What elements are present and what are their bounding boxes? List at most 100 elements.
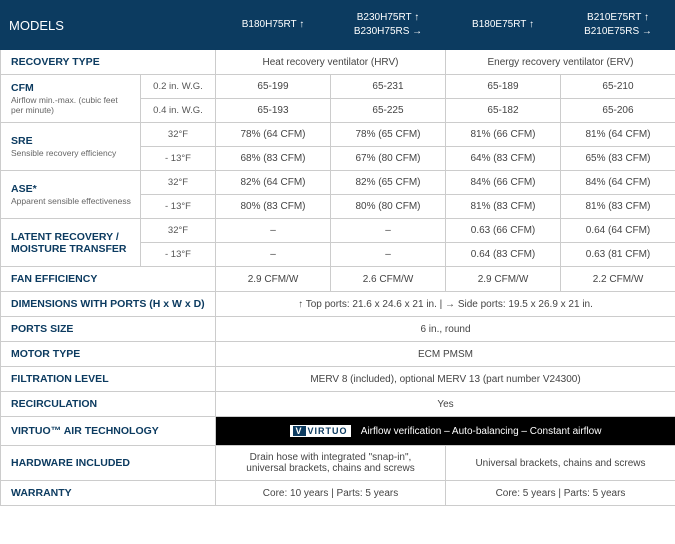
fan-0: 2.9 CFM/W xyxy=(216,267,331,292)
model-name: B180E75RT xyxy=(472,19,534,30)
warranty-right: Core: 5 years | Parts: 5 years xyxy=(446,481,675,506)
latent-0-2: 0.63 (66 CFM) xyxy=(446,219,561,243)
sre-0-0: 78% (64 CFM) xyxy=(216,123,331,147)
recovery-type-hrv: Heat recovery ventilator (HRV) xyxy=(216,50,446,75)
ase-label: ASE* Apparent sensible effectiveness xyxy=(1,171,141,219)
latent-cond-0: 32°F xyxy=(141,219,216,243)
ports-text: 6 in., round xyxy=(216,317,675,342)
spec-table: MODELS B180H75RT B230H75RT B230H75RS B180… xyxy=(0,0,675,506)
dims-row: DIMENSIONS WITH PORTS (H x W x D) ↑ Top … xyxy=(1,292,675,317)
sre-0-2: 81% (66 CFM) xyxy=(446,123,561,147)
ase-label-text: ASE* xyxy=(11,183,37,195)
latent-1-0: – xyxy=(216,243,331,267)
sre-1-1: 67% (80 CFM) xyxy=(331,147,446,171)
motor-row: MOTOR TYPE ECM PMSM xyxy=(1,342,675,367)
sre-1-0: 68% (83 CFM) xyxy=(216,147,331,171)
latent-0-3: 0.64 (64 CFM) xyxy=(561,219,675,243)
sre-label: SRE Sensible recovery efficiency xyxy=(1,123,141,171)
ase-1-2: 81% (83 CFM) xyxy=(446,195,561,219)
ase-row-0: ASE* Apparent sensible effectiveness 32°… xyxy=(1,171,675,195)
recovery-type-row: RECOVERY TYPE Heat recovery ventilator (… xyxy=(1,50,675,75)
hardware-left: Drain hose with integrated "snap-in", un… xyxy=(216,446,446,481)
model-name: B230H75RT xyxy=(357,12,419,23)
cfm-label-text: CFM xyxy=(11,82,34,94)
ase-1-0: 80% (83 CFM) xyxy=(216,195,331,219)
recovery-type-label: RECOVERY TYPE xyxy=(1,50,216,75)
latent-row-0: LATENT RECOVERY / MOISTURE TRANSFER 32°F… xyxy=(1,219,675,243)
virtuo-text: Airflow verification – Auto-balancing – … xyxy=(361,426,602,437)
ase-0-2: 84% (66 CFM) xyxy=(446,171,561,195)
hardware-label: HARDWARE INCLUDED xyxy=(1,446,216,481)
motor-text: ECM PMSM xyxy=(216,342,675,367)
cfm-0-1: 65-231 xyxy=(331,75,446,99)
fan-eff-row: FAN EFFICIENCY 2.9 CFM/W 2.6 CFM/W 2.9 C… xyxy=(1,267,675,292)
cfm-1-0: 65-193 xyxy=(216,99,331,123)
cfm-cond-1: 0.4 in. W.G. xyxy=(141,99,216,123)
latent-label: LATENT RECOVERY / MOISTURE TRANSFER xyxy=(1,219,141,267)
cfm-label: CFM Airflow min.-max. (cubic feet per mi… xyxy=(1,75,141,123)
ase-cond-0: 32°F xyxy=(141,171,216,195)
ase-0-1: 82% (65 CFM) xyxy=(331,171,446,195)
cfm-1-2: 65-182 xyxy=(446,99,561,123)
sre-cond-0: 32°F xyxy=(141,123,216,147)
ports-row: PORTS SIZE 6 in., round xyxy=(1,317,675,342)
cfm-1-1: 65-225 xyxy=(331,99,446,123)
ase-0-3: 84% (64 CFM) xyxy=(561,171,675,195)
model-name: B210E75RS xyxy=(584,26,652,37)
cfm-1-3: 65-206 xyxy=(561,99,675,123)
virtuo-row: VIRTUO™ AIR TECHNOLOGY VVIRTUO Airflow v… xyxy=(1,417,675,446)
sre-row-0: SRE Sensible recovery efficiency 32°F 78… xyxy=(1,123,675,147)
warranty-row: WARRANTY Core: 10 years | Parts: 5 years… xyxy=(1,481,675,506)
cfm-sublabel: Airflow min.-max. (cubic feet per minute… xyxy=(11,95,132,115)
latent-0-1: – xyxy=(331,219,446,243)
sre-0-3: 81% (64 CFM) xyxy=(561,123,675,147)
fan-2: 2.9 CFM/W xyxy=(446,267,561,292)
models-title: MODELS xyxy=(1,1,216,50)
cfm-cond-0: 0.2 in. W.G. xyxy=(141,75,216,99)
recovery-type-erv: Energy recovery ventilator (ERV) xyxy=(446,50,675,75)
sre-1-3: 65% (83 CFM) xyxy=(561,147,675,171)
warranty-label: WARRANTY xyxy=(1,481,216,506)
cfm-0-2: 65-189 xyxy=(446,75,561,99)
hardware-right: Universal brackets, chains and screws xyxy=(446,446,675,481)
model-col-0: B180H75RT xyxy=(216,1,331,50)
ase-1-3: 81% (83 CFM) xyxy=(561,195,675,219)
dims-text: ↑ Top ports: 21.6 x 24.6 x 21 in. | → Si… xyxy=(216,292,675,317)
virtuo-logo: VVIRTUO xyxy=(290,425,351,437)
motor-label: MOTOR TYPE xyxy=(1,342,216,367)
header-row: MODELS B180H75RT B230H75RT B230H75RS B180… xyxy=(1,1,675,50)
sre-0-1: 78% (65 CFM) xyxy=(331,123,446,147)
ase-1-1: 80% (80 CFM) xyxy=(331,195,446,219)
fan-3: 2.2 CFM/W xyxy=(561,267,675,292)
warranty-left: Core: 10 years | Parts: 5 years xyxy=(216,481,446,506)
sre-sublabel: Sensible recovery efficiency xyxy=(11,148,132,158)
filtration-text: MERV 8 (included), optional MERV 13 (par… xyxy=(216,367,675,392)
latent-cond-1: - 13°F xyxy=(141,243,216,267)
hardware-row: HARDWARE INCLUDED Drain hose with integr… xyxy=(1,446,675,481)
latent-1-2: 0.64 (83 CFM) xyxy=(446,243,561,267)
model-col-2: B180E75RT xyxy=(446,1,561,50)
model-name: B230H75RS xyxy=(354,26,422,37)
latent-1-1: – xyxy=(331,243,446,267)
virtuo-label: VIRTUO™ AIR TECHNOLOGY xyxy=(1,417,216,446)
cfm-row-0: CFM Airflow min.-max. (cubic feet per mi… xyxy=(1,75,675,99)
ase-sublabel: Apparent sensible effectiveness xyxy=(11,196,132,206)
latent-1-3: 0.63 (81 CFM) xyxy=(561,243,675,267)
recirc-text: Yes xyxy=(216,392,675,417)
recirc-row: RECIRCULATION Yes xyxy=(1,392,675,417)
fan-eff-label: FAN EFFICIENCY xyxy=(1,267,216,292)
filtration-row: FILTRATION LEVEL MERV 8 (included), opti… xyxy=(1,367,675,392)
latent-0-0: – xyxy=(216,219,331,243)
cfm-0-3: 65-210 xyxy=(561,75,675,99)
model-name: B180H75RT xyxy=(242,19,304,30)
model-col-1: B230H75RT B230H75RS xyxy=(331,1,446,50)
virtuo-cell: VVIRTUO Airflow verification – Auto-bala… xyxy=(216,417,675,446)
virtuo-logo-text: VIRTUO xyxy=(308,426,348,436)
cfm-0-0: 65-199 xyxy=(216,75,331,99)
dims-label: DIMENSIONS WITH PORTS (H x W x D) xyxy=(1,292,216,317)
sre-cond-1: - 13°F xyxy=(141,147,216,171)
recirc-label: RECIRCULATION xyxy=(1,392,216,417)
ase-0-0: 82% (64 CFM) xyxy=(216,171,331,195)
sre-1-2: 64% (83 CFM) xyxy=(446,147,561,171)
model-col-3: B210E75RTB210E75RS xyxy=(561,1,675,50)
